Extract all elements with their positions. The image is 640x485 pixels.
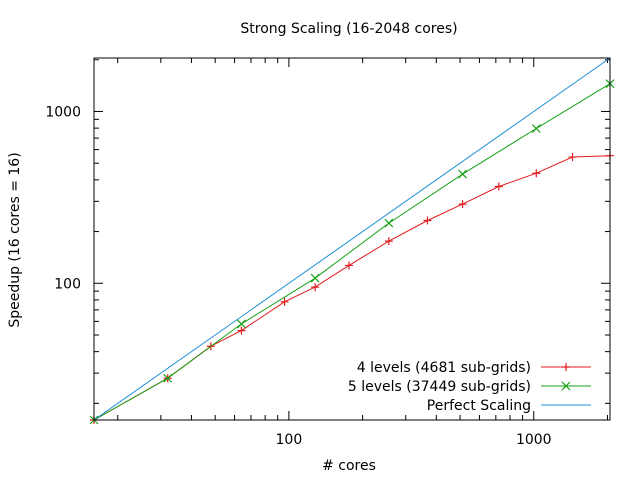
data-point-series-0 <box>458 200 467 209</box>
series-line-1 <box>93 83 611 421</box>
data-point-series-1 <box>384 218 394 228</box>
legend-label: Perfect Scaling <box>427 398 531 414</box>
data-point-series-1 <box>163 373 173 383</box>
series-line-2 <box>93 57 611 421</box>
legend: 4 levels (4681 sub-grids) 5 levels (37449… <box>348 360 591 414</box>
data-point-series-0 <box>311 283 320 292</box>
x-tick-label: 1000 <box>516 432 552 448</box>
legend-marker <box>561 381 571 391</box>
data-point-series-1 <box>458 169 467 179</box>
x-tick-label: 100 <box>276 432 303 448</box>
x-axis-label: # cores <box>322 458 376 474</box>
chart-title: Strong Scaling (16-2048 cores) <box>240 21 457 37</box>
data-point-series-1 <box>310 273 320 283</box>
data-point-series-0 <box>423 216 432 225</box>
legend-label: 5 levels (37449 sub-grids) <box>348 379 531 395</box>
data-point-series-0 <box>494 182 503 191</box>
data-point-series-1 <box>531 124 541 133</box>
data-point-series-0 <box>280 297 289 306</box>
y-axis-label: Speedup (16 cores = 16) <box>7 152 23 327</box>
y-tick-label: 100 <box>54 276 81 292</box>
data-point-series-0 <box>237 326 246 335</box>
data-point-series-0 <box>384 237 393 246</box>
data-point-series-0 <box>532 169 541 178</box>
legend-marker <box>562 363 570 371</box>
legend-label: 4 levels (4681 sub-grids) <box>357 360 531 376</box>
y-tick-label: 1000 <box>45 104 81 120</box>
series-line-0 <box>93 155 611 421</box>
axis-layer: 100 1000 100 1000 <box>45 58 610 448</box>
plot-frame <box>93 57 611 421</box>
data-point-series-1 <box>237 319 246 329</box>
data-point-series-0 <box>345 261 354 270</box>
data-point-series-0 <box>568 153 577 162</box>
plot-layer <box>89 57 615 425</box>
